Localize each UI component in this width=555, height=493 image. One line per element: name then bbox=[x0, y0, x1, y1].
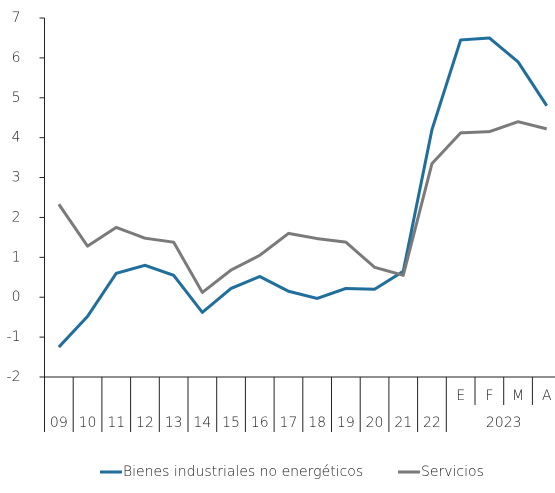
x-tick-label: 21 bbox=[394, 415, 412, 431]
x-group-label: 2023 bbox=[486, 415, 522, 431]
x-tick-label: F bbox=[485, 388, 493, 404]
x-tick-label: 10 bbox=[79, 415, 97, 431]
x-tick-label: 17 bbox=[280, 415, 298, 431]
x-tick-label: 16 bbox=[251, 415, 269, 431]
line-series bbox=[57, 120, 548, 294]
y-tick-label: 7 bbox=[12, 10, 21, 26]
x-tick-label: A bbox=[542, 388, 552, 404]
x-tick-label: 13 bbox=[165, 415, 183, 431]
y-tick-label: 4 bbox=[12, 130, 21, 146]
x-tick-label: M bbox=[512, 388, 524, 404]
y-tick-label: 1 bbox=[12, 249, 21, 265]
y-tick-label: 6 bbox=[12, 50, 21, 66]
x-tick-label: 18 bbox=[308, 415, 326, 431]
y-tick-label: 0 bbox=[12, 289, 21, 305]
y-tick-label: 5 bbox=[12, 90, 21, 106]
x-tick-label: 19 bbox=[337, 415, 355, 431]
x-tick-label: 09 bbox=[50, 415, 68, 431]
legend-label: Servicios bbox=[421, 464, 484, 480]
line-series bbox=[57, 36, 549, 349]
legend-label: Bienes industriales no energéticos bbox=[123, 464, 363, 480]
y-tick-label: 3 bbox=[12, 170, 21, 186]
y-tick-label: -1 bbox=[7, 329, 21, 345]
y-tick-label: -2 bbox=[7, 369, 21, 385]
x-tick-label: 22 bbox=[423, 415, 441, 431]
x-tick-label: 20 bbox=[366, 415, 384, 431]
y-tick-label: 2 bbox=[12, 209, 21, 225]
x-tick-label: 11 bbox=[107, 415, 125, 431]
x-tick-label: E bbox=[456, 388, 465, 404]
x-tick-label: 12 bbox=[136, 415, 154, 431]
x-tick-label: 15 bbox=[222, 415, 240, 431]
x-tick-label: 14 bbox=[193, 415, 211, 431]
